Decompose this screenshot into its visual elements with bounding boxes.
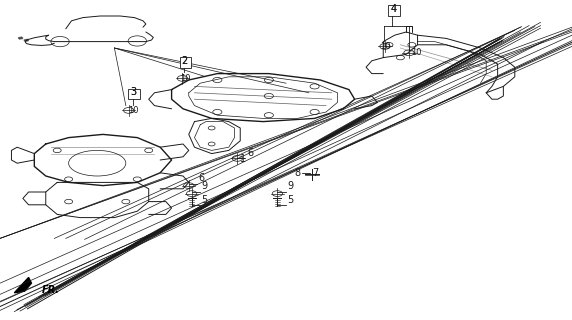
Text: 10: 10 [411,48,421,57]
Bar [180,57,191,68]
Text: 9: 9 [201,181,208,191]
Text: 4: 4 [390,4,396,14]
Text: 7: 7 [312,168,318,179]
Text: 6: 6 [198,173,205,183]
Text: 10: 10 [128,106,138,115]
Text: 4: 4 [390,4,396,14]
Text: 8: 8 [295,168,301,179]
Text: 10: 10 [380,42,390,51]
Text: 10: 10 [180,74,190,83]
Text: 3: 3 [130,87,136,97]
Text: 5: 5 [201,195,208,205]
Bar [128,89,140,99]
Text: 2: 2 [181,56,188,66]
Text: 9: 9 [287,181,293,191]
Polygon shape [14,277,31,293]
Text: 3: 3 [130,87,136,97]
Text: 6: 6 [247,148,253,158]
Text: FR.: FR. [42,284,59,295]
Bar [388,5,400,16]
Text: 2: 2 [181,56,188,66]
Text: 1: 1 [240,154,247,164]
Polygon shape [18,37,23,39]
Polygon shape [24,39,29,41]
Text: 5: 5 [287,195,293,205]
